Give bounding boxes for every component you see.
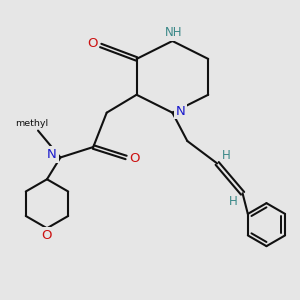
Text: O: O — [42, 229, 52, 242]
Text: N: N — [176, 105, 186, 118]
Text: H: H — [222, 148, 231, 162]
Text: O: O — [129, 152, 140, 166]
Text: NH: NH — [165, 26, 183, 39]
Text: N: N — [47, 148, 57, 161]
Text: H: H — [229, 195, 237, 208]
Text: O: O — [87, 38, 98, 50]
Text: methyl: methyl — [15, 118, 48, 127]
